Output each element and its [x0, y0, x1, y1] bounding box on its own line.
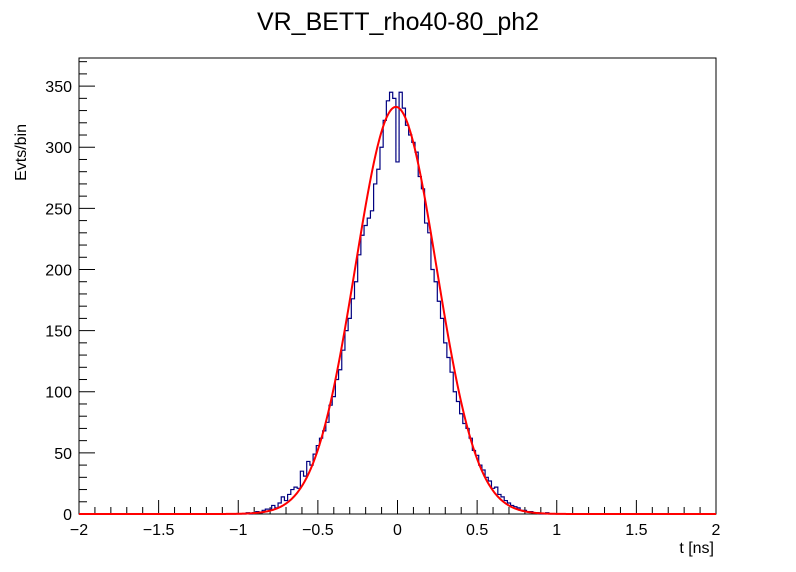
- x-tick-label: 1.5: [625, 522, 647, 539]
- x-tick-label: −1.5: [143, 522, 175, 539]
- x-tick-label: −2: [70, 522, 88, 539]
- y-tick-label: 50: [54, 446, 72, 463]
- x-tick-label: 0.5: [466, 522, 488, 539]
- gaussian-fit-curve: [79, 105, 716, 515]
- y-tick-label: 300: [45, 140, 72, 157]
- y-tick-label: 100: [45, 385, 72, 402]
- chart-title: VR_BETT_rho40-80_ph2: [257, 8, 539, 36]
- x-axis-label: t [ns]: [679, 540, 714, 557]
- y-tick-label: 150: [45, 324, 72, 341]
- y-tick-label: 350: [45, 79, 72, 96]
- y-tick-label: 250: [45, 201, 72, 218]
- y-tick-label: 0: [63, 507, 72, 524]
- x-tick-labels: −2 −1.5 −1 −0.5 0 0.5 1 1.5 2: [70, 522, 721, 539]
- axis-ticks: [78, 61, 717, 515]
- x-tick-label: −0.5: [302, 522, 334, 539]
- plot-frame: [78, 57, 717, 515]
- x-tick-label: 2: [712, 522, 721, 539]
- x-tick-label: 1: [552, 522, 561, 539]
- histogram-series: [79, 91, 716, 515]
- x-tick-label: 0: [393, 522, 402, 539]
- y-tick-label: 200: [45, 262, 72, 279]
- x-tick-label: −1: [229, 522, 247, 539]
- y-tick-labels: 0 50 100 150 200 250 300 350: [45, 79, 72, 524]
- y-axis-label: Evts/bin: [13, 124, 30, 181]
